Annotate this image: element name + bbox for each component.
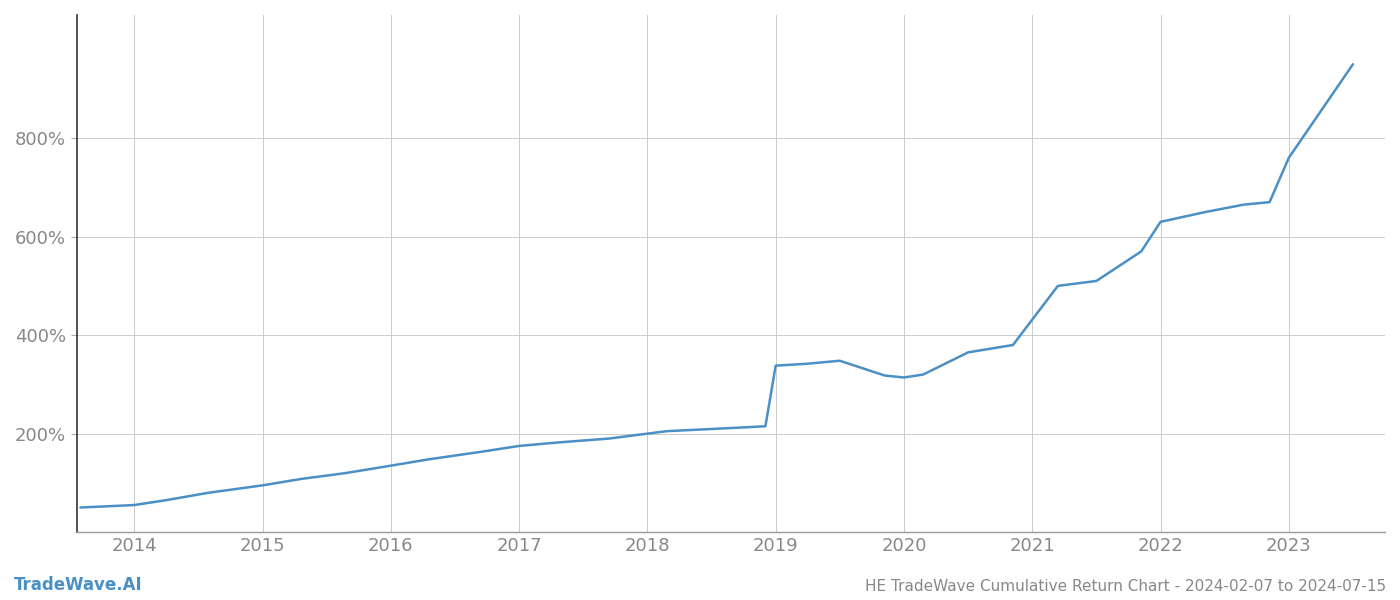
Text: HE TradeWave Cumulative Return Chart - 2024-02-07 to 2024-07-15: HE TradeWave Cumulative Return Chart - 2…: [865, 579, 1386, 594]
Text: TradeWave.AI: TradeWave.AI: [14, 576, 143, 594]
